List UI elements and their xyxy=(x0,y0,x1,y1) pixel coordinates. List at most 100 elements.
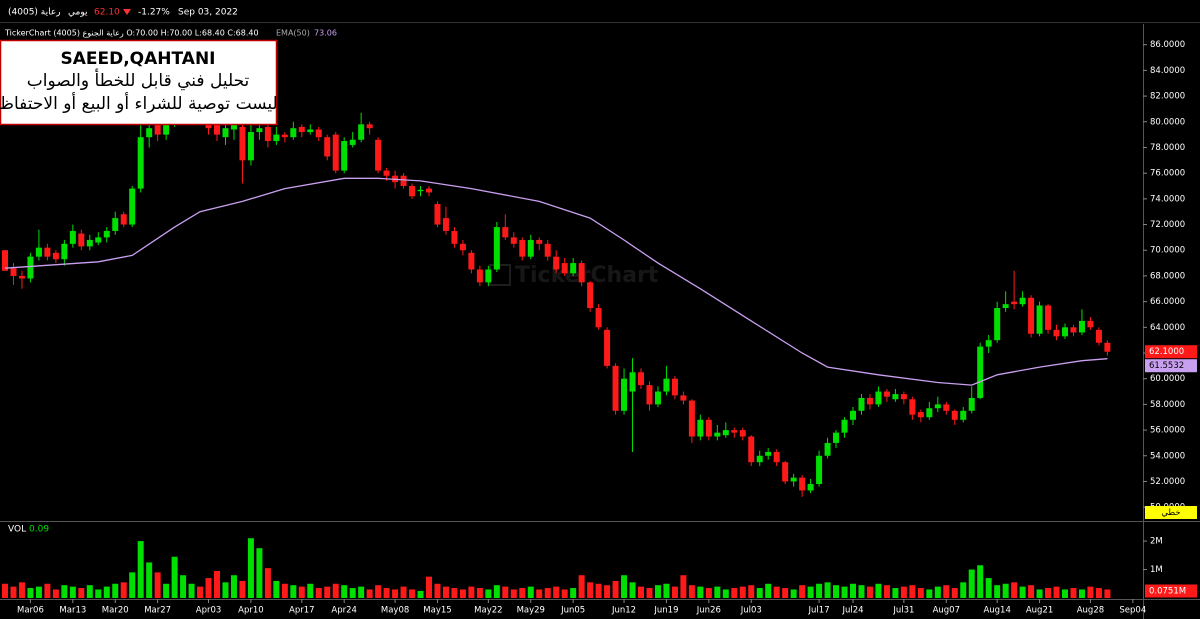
volume-bar xyxy=(680,575,687,598)
x-tick-label: Jun05 xyxy=(560,606,585,616)
volume-bar xyxy=(1070,588,1077,598)
volume-bar xyxy=(510,589,517,598)
candle-body xyxy=(1062,327,1068,337)
volume-bar xyxy=(409,589,416,598)
volume-bar xyxy=(977,565,984,598)
volume-bar xyxy=(951,588,958,598)
volume-bar xyxy=(154,572,161,598)
volume-bar xyxy=(578,575,585,598)
volume-bar xyxy=(35,586,42,598)
volume-bar xyxy=(239,580,246,598)
volume-bar xyxy=(587,582,594,598)
symbol: رعاية (4005) xyxy=(8,8,61,18)
volume-bar xyxy=(214,570,220,598)
candle-body xyxy=(1002,304,1009,309)
note-background xyxy=(0,39,278,126)
x-tick-label: Jul24 xyxy=(841,606,863,616)
volume-bar xyxy=(1045,588,1052,598)
period: يومي xyxy=(68,8,88,18)
volume-bar xyxy=(298,586,305,598)
note-title: SAEED,QAHTANI xyxy=(60,49,215,69)
volume-bar xyxy=(95,589,102,598)
candle-body xyxy=(638,372,644,386)
volume-bar xyxy=(1011,582,1018,598)
volume-bar xyxy=(544,588,551,598)
volume-bar xyxy=(1036,589,1043,598)
x-tick-label: May22 xyxy=(474,606,502,616)
candle-body xyxy=(688,400,695,437)
candle-body xyxy=(833,432,840,443)
watermark-text: TickerChart xyxy=(515,263,659,288)
volume-bar xyxy=(180,575,187,598)
y-tick-label: 58.0000 xyxy=(1150,400,1185,410)
note-line: تحليل فني قابل للخطأ والصواب xyxy=(27,68,250,91)
candle-body xyxy=(468,252,475,270)
candle-body xyxy=(977,346,984,398)
volume-bar xyxy=(476,588,483,598)
volume-bar xyxy=(129,572,136,598)
candle-body xyxy=(247,132,254,161)
x-tick-label: Apr03 xyxy=(196,606,222,616)
volume-bar xyxy=(553,586,560,598)
x-tick-label: Aug07 xyxy=(933,606,960,616)
x-tick-label: Mar06 xyxy=(17,606,44,616)
candle-body xyxy=(883,391,890,397)
y-tick-label: 52.0000 xyxy=(1150,477,1185,487)
volume-bar xyxy=(900,586,907,598)
volume-bar xyxy=(27,588,34,598)
candle-body xyxy=(256,128,263,133)
candle-body xyxy=(315,129,322,138)
volume-bar xyxy=(434,583,441,598)
candle-body xyxy=(112,218,119,231)
volume-bar xyxy=(638,586,644,598)
candle-body xyxy=(400,175,407,187)
volume-bar xyxy=(1053,586,1060,598)
volume-bar xyxy=(493,585,500,598)
x-tick-label: Jun19 xyxy=(653,606,678,616)
volume-bar xyxy=(917,588,924,598)
volume-bar xyxy=(366,589,373,598)
candle-body xyxy=(375,139,382,171)
ema-name: EMA(50) xyxy=(276,29,310,38)
volume-bar xyxy=(527,586,534,598)
x-tick-label: May15 xyxy=(423,606,451,616)
candle-body xyxy=(442,218,449,231)
ohlc-info: TickerChart (4005) رعاية الجنوع O:70.00 … xyxy=(4,29,259,38)
candle-body xyxy=(756,455,763,463)
candle-body xyxy=(824,442,831,456)
scale-mode-bg[interactable] xyxy=(1145,506,1197,519)
candle-body xyxy=(1019,297,1026,305)
volume-bar xyxy=(375,585,382,598)
y-tick-label: 80.0000 xyxy=(1150,117,1185,127)
volume-bar xyxy=(654,585,661,598)
volume-bar xyxy=(858,585,865,598)
volume-bar xyxy=(595,583,602,598)
x-tick-label: May29 xyxy=(517,606,545,616)
x-tick-label: Jun26 xyxy=(696,606,721,616)
x-tick-label: Apr24 xyxy=(331,606,357,616)
y-tick-label: 84.0000 xyxy=(1150,66,1185,76)
volume-tag-bg xyxy=(1145,584,1197,598)
volume-tick-label: 1M xyxy=(1150,565,1163,575)
candle-body xyxy=(968,397,975,411)
volume-bar xyxy=(1095,588,1102,598)
volume-bar xyxy=(1062,589,1068,598)
candle-body xyxy=(722,430,729,436)
y-tick-label: 60.0000 xyxy=(1150,374,1185,384)
volume-bar xyxy=(816,583,823,598)
x-tick-label: Mar13 xyxy=(59,606,86,616)
candle-body xyxy=(18,275,25,279)
candle-body xyxy=(146,128,153,138)
candle-body xyxy=(1011,301,1018,305)
volume-bar xyxy=(748,585,755,598)
y-tick-label: 66.0000 xyxy=(1150,297,1185,307)
note-box: SAEED,QAHTANI تحليل فني قابل للخطأ والصو… xyxy=(0,39,278,126)
volume-bar xyxy=(112,583,119,598)
last-price-tag-bg xyxy=(1145,345,1197,359)
ema-line xyxy=(4,177,1108,386)
candle-body xyxy=(621,378,628,411)
candle-body xyxy=(612,365,619,411)
candle-body xyxy=(1104,342,1111,352)
x-tick-label: Mar27 xyxy=(144,606,171,616)
